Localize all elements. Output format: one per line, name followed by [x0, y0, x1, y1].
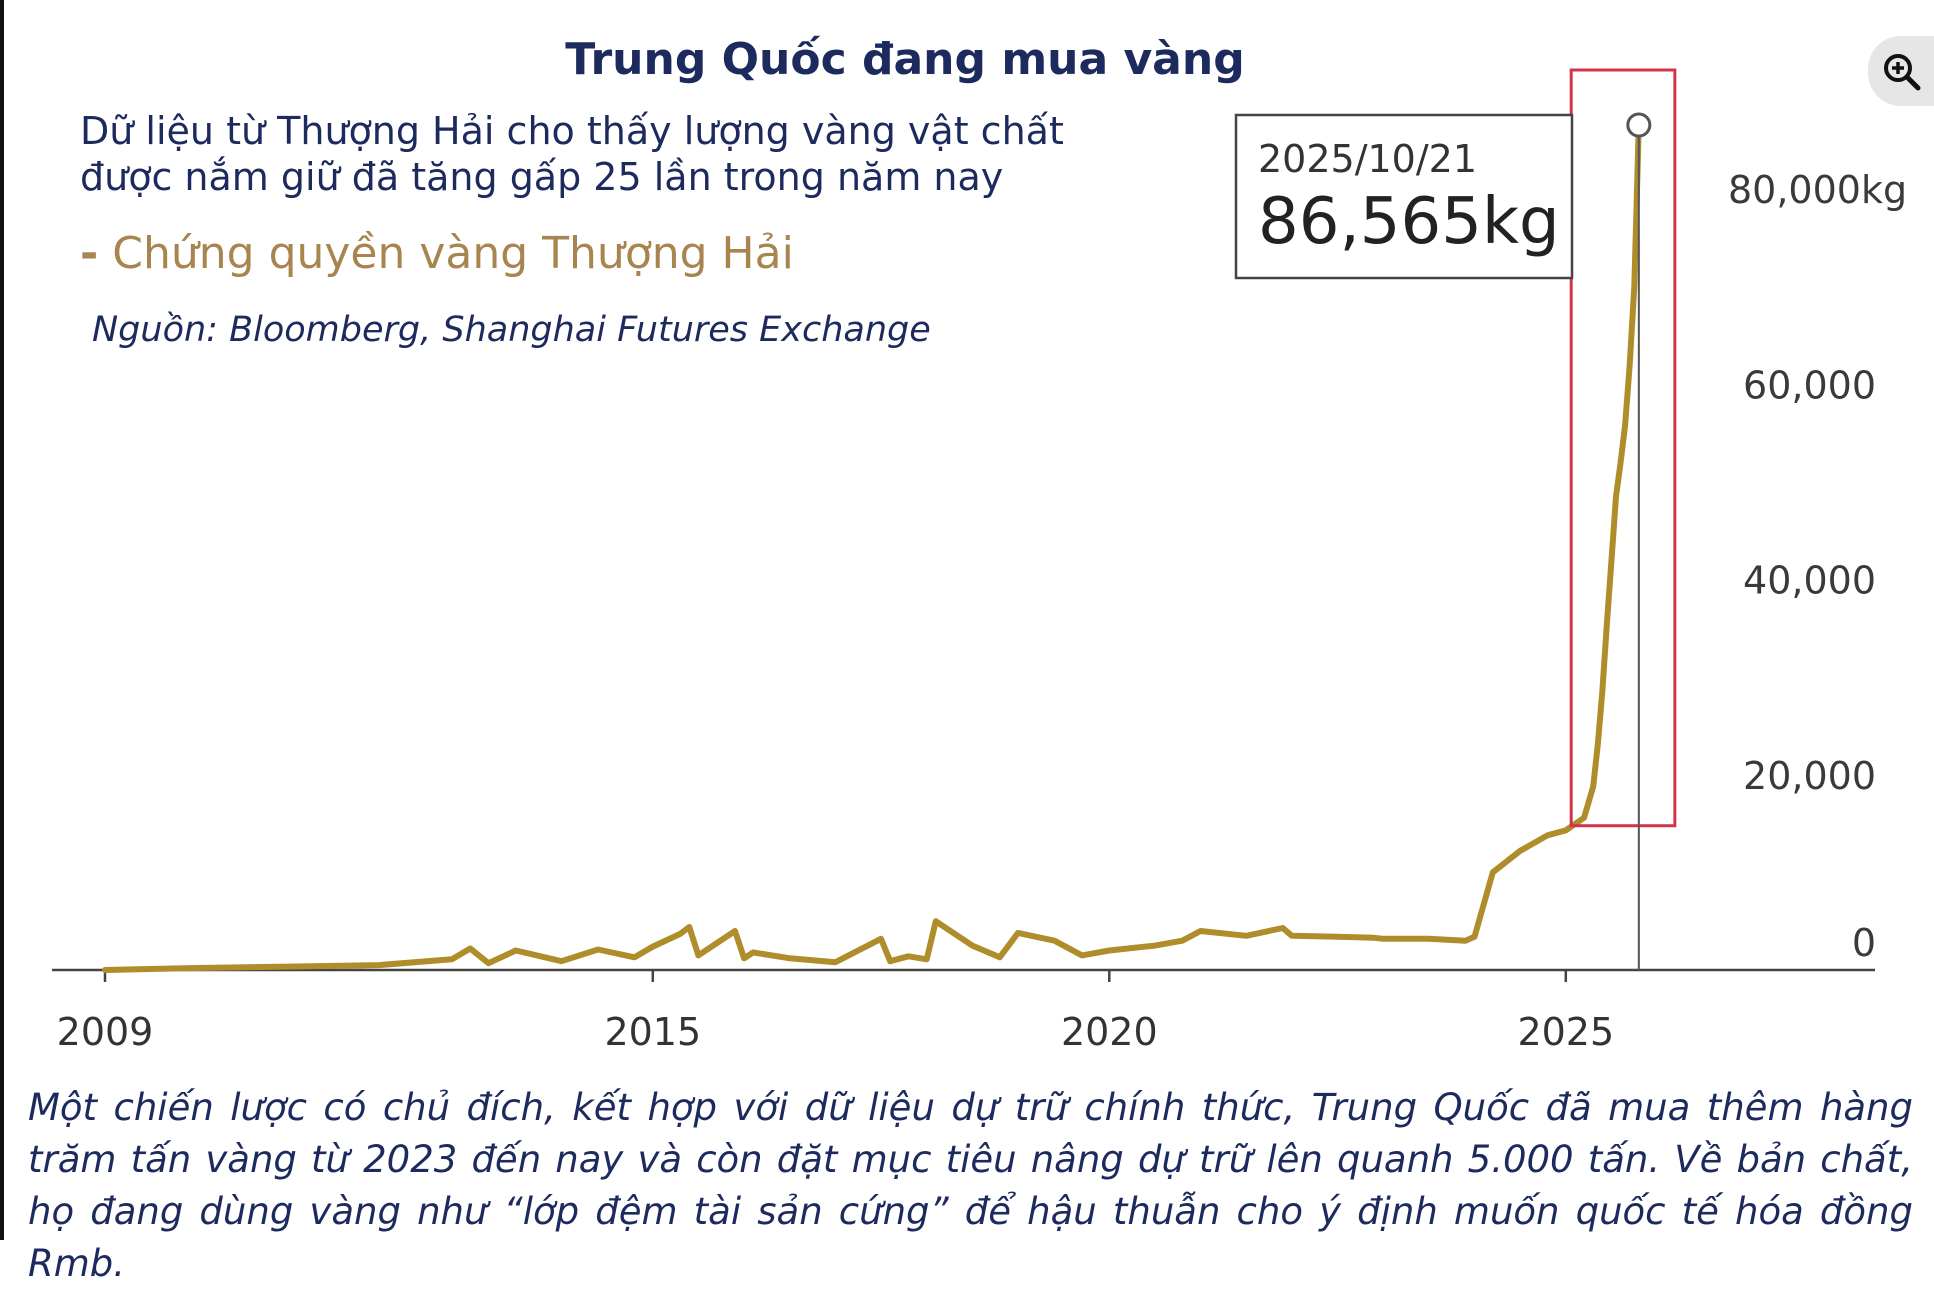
series-layer [102, 122, 1642, 973]
y-tick-label: 60,000 [1743, 363, 1876, 407]
y-tick-label: 20,000 [1743, 754, 1876, 798]
y-tick-label: 0 [1852, 921, 1876, 965]
zoom-in-icon [1884, 54, 1921, 91]
x-tick-label: 2009 [57, 1010, 154, 1054]
legend-entry: - Chứng quyền vàng Thượng Hải [80, 228, 794, 279]
left-border [0, 0, 4, 1240]
y-tick-label: 40,000 [1743, 559, 1876, 603]
tooltip-value: 86,565kg [1258, 185, 1560, 259]
tick-labels: 2009 2015 2020 2025 0 20,000 40,000 60,000 80,00… [57, 168, 1907, 1054]
caption-text: Một chiến lược có chủ đích, kết hợp với … [28, 1086, 1913, 1285]
x-tick-label: 2025 [1517, 1010, 1614, 1054]
highlight-box [1569, 68, 1677, 828]
source-note: Nguồn: Bloomberg, Shanghai Futures Excha… [92, 310, 931, 350]
endpoint-marker [1626, 112, 1652, 138]
subtitle-line-1: Dữ liệu từ Thượng Hải cho thấy lượng vàn… [80, 109, 1064, 153]
chart-subtitle: Dữ liệu từ Thượng Hải cho thấy lượng vàn… [80, 108, 1190, 200]
legend-label: Chứng quyền vàng Thượng Hải [112, 228, 794, 279]
chart-area: 2009 2015 2020 2025 0 20,000 40,000 60,000 80,00… [52, 68, 1907, 1054]
chart-title: Trung Quốc đang mua vàng [565, 34, 1245, 85]
zoom-in-button[interactable] [1868, 36, 1934, 106]
subtitle-line-2: được nắm giữ đã tăng gấp 25 lần trong nă… [80, 155, 1004, 199]
tooltip-date: 2025/10/21 [1258, 137, 1477, 181]
x-tick-label: 2015 [604, 1010, 701, 1054]
tooltip-box [1234, 113, 1574, 280]
x-tick-label: 2020 [1061, 1010, 1158, 1054]
x-axis [52, 968, 1875, 982]
legend-swatch: - [80, 228, 99, 279]
y-tick-label: 80,000kg [1728, 168, 1907, 212]
series-line [102, 122, 1642, 973]
